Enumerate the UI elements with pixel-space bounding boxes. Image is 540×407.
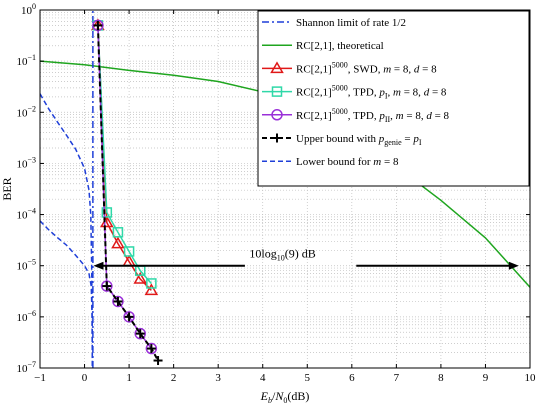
legend-label: Shannon limit of rate 1/2 (296, 17, 406, 29)
x-tick-labels: −1 0 1 2 3 4 5 6 7 8 9 10 (34, 372, 536, 384)
x-tick-label: 10 (525, 372, 537, 384)
axis-ticks (39, 9, 531, 369)
annotation-text-sub: 10 (277, 254, 285, 263)
legend-label: Upper bound with pgenie = pI (296, 133, 422, 147)
series-5-point (113, 296, 123, 306)
legend-marker (271, 109, 283, 121)
legend-label: RC[2,1]5000, TPD, pII, m = 8, d = 8 (296, 107, 450, 124)
legend-entry-6: Lower bound for m = 8 (262, 156, 399, 168)
x-tick-label: 9 (483, 372, 489, 384)
series-5-point (153, 356, 163, 366)
legend-label: Lower bound for m = 8 (296, 156, 399, 168)
series-3-line (97, 25, 152, 284)
y-tick-label: 10−4 (16, 207, 36, 222)
x-tick-label: 4 (260, 372, 266, 384)
series-5-point (124, 312, 134, 322)
series-4-point (145, 342, 158, 355)
x-tick-label: 1 (126, 372, 132, 384)
series-6-line-upper (40, 93, 94, 368)
legend-entry-3: RC[2,1]5000, TPD, pI, m = 8, d = 8 (262, 84, 447, 101)
series-6-line-lower (40, 220, 94, 368)
legend-entry-1: RC[2,1], theoretical (262, 40, 384, 52)
y-tick-label: 10−2 (16, 104, 36, 119)
series-5-point (135, 329, 145, 339)
legend-entry-0: Shannon limit of rate 1/2 (262, 17, 406, 29)
series-4-point (112, 295, 124, 308)
annotation-text-post: (9) dB (285, 247, 316, 261)
y-tick-label: 10−7 (16, 360, 36, 375)
y-tick-label: 10−5 (16, 258, 36, 273)
annotation-arrowhead-right (508, 261, 519, 270)
series-4-point (123, 311, 135, 323)
legend-label: RC[2,1]5000, SWD, m = 8, d = 8 (296, 60, 437, 75)
x-tick-label: 8 (438, 372, 444, 384)
plot-frame (39, 9, 531, 369)
legend-entry-4: RC[2,1]5000, TPD, pII, m = 8, d = 8 (262, 107, 450, 124)
annotation-arrowhead-left (93, 261, 104, 270)
series-2-point (144, 283, 159, 296)
annotation-text-pre: 10log (249, 247, 276, 261)
x-tick-label: −1 (34, 372, 46, 384)
series-4-point (101, 280, 113, 292)
series-2-point (111, 236, 125, 249)
series-3-point (123, 246, 135, 257)
y-tick-label: 100 (21, 2, 36, 17)
y-tick-label: 10−1 (16, 53, 36, 68)
series-5-point (102, 281, 112, 291)
series-4-point (134, 327, 146, 340)
x-tick-label: 3 (215, 372, 221, 384)
y-axis-title: BER (0, 177, 14, 200)
legend-entry-2: RC[2,1]5000, SWD, m = 8, d = 8 (262, 60, 437, 75)
series-5-point (146, 344, 156, 354)
series-3-point (101, 207, 113, 218)
legend-label: RC[2,1], theoretical (296, 40, 384, 52)
x-tick-label: 0 (82, 372, 88, 384)
x-tick-label: 7 (394, 372, 400, 384)
legend-label: RC[2,1]5000, TPD, pI, m = 8, d = 8 (296, 84, 447, 101)
legend-marker (270, 61, 284, 74)
legend-marker (271, 86, 283, 97)
x-tick-label: 6 (349, 372, 355, 384)
y-tick-label: 10−3 (16, 155, 36, 170)
x-axis-title: Eb/N0(dB) (260, 389, 310, 405)
y-tick-label: 10−6 (16, 309, 36, 324)
legend: Shannon limit of rate 1/2 RC[2,1], theore… (257, 10, 530, 187)
series-3-point (146, 278, 157, 289)
y-tick-labels: 100 10−1 10−2 10−3 10−4 10−5 10−6 10−7 (16, 2, 36, 375)
series-5-point (93, 20, 103, 30)
series-3-point (112, 227, 124, 238)
annotation-label: 10log10(9) dB (249, 247, 315, 263)
x-tick-label: 5 (305, 372, 311, 384)
x-tick-label: 2 (171, 372, 177, 384)
annotation: 10log10(9) dB (93, 247, 519, 270)
legend-entry-5: Upper bound with pgenie = pI (262, 133, 422, 147)
series-2-point (133, 271, 148, 284)
legend-box (257, 10, 530, 187)
legend-marker (272, 133, 282, 143)
